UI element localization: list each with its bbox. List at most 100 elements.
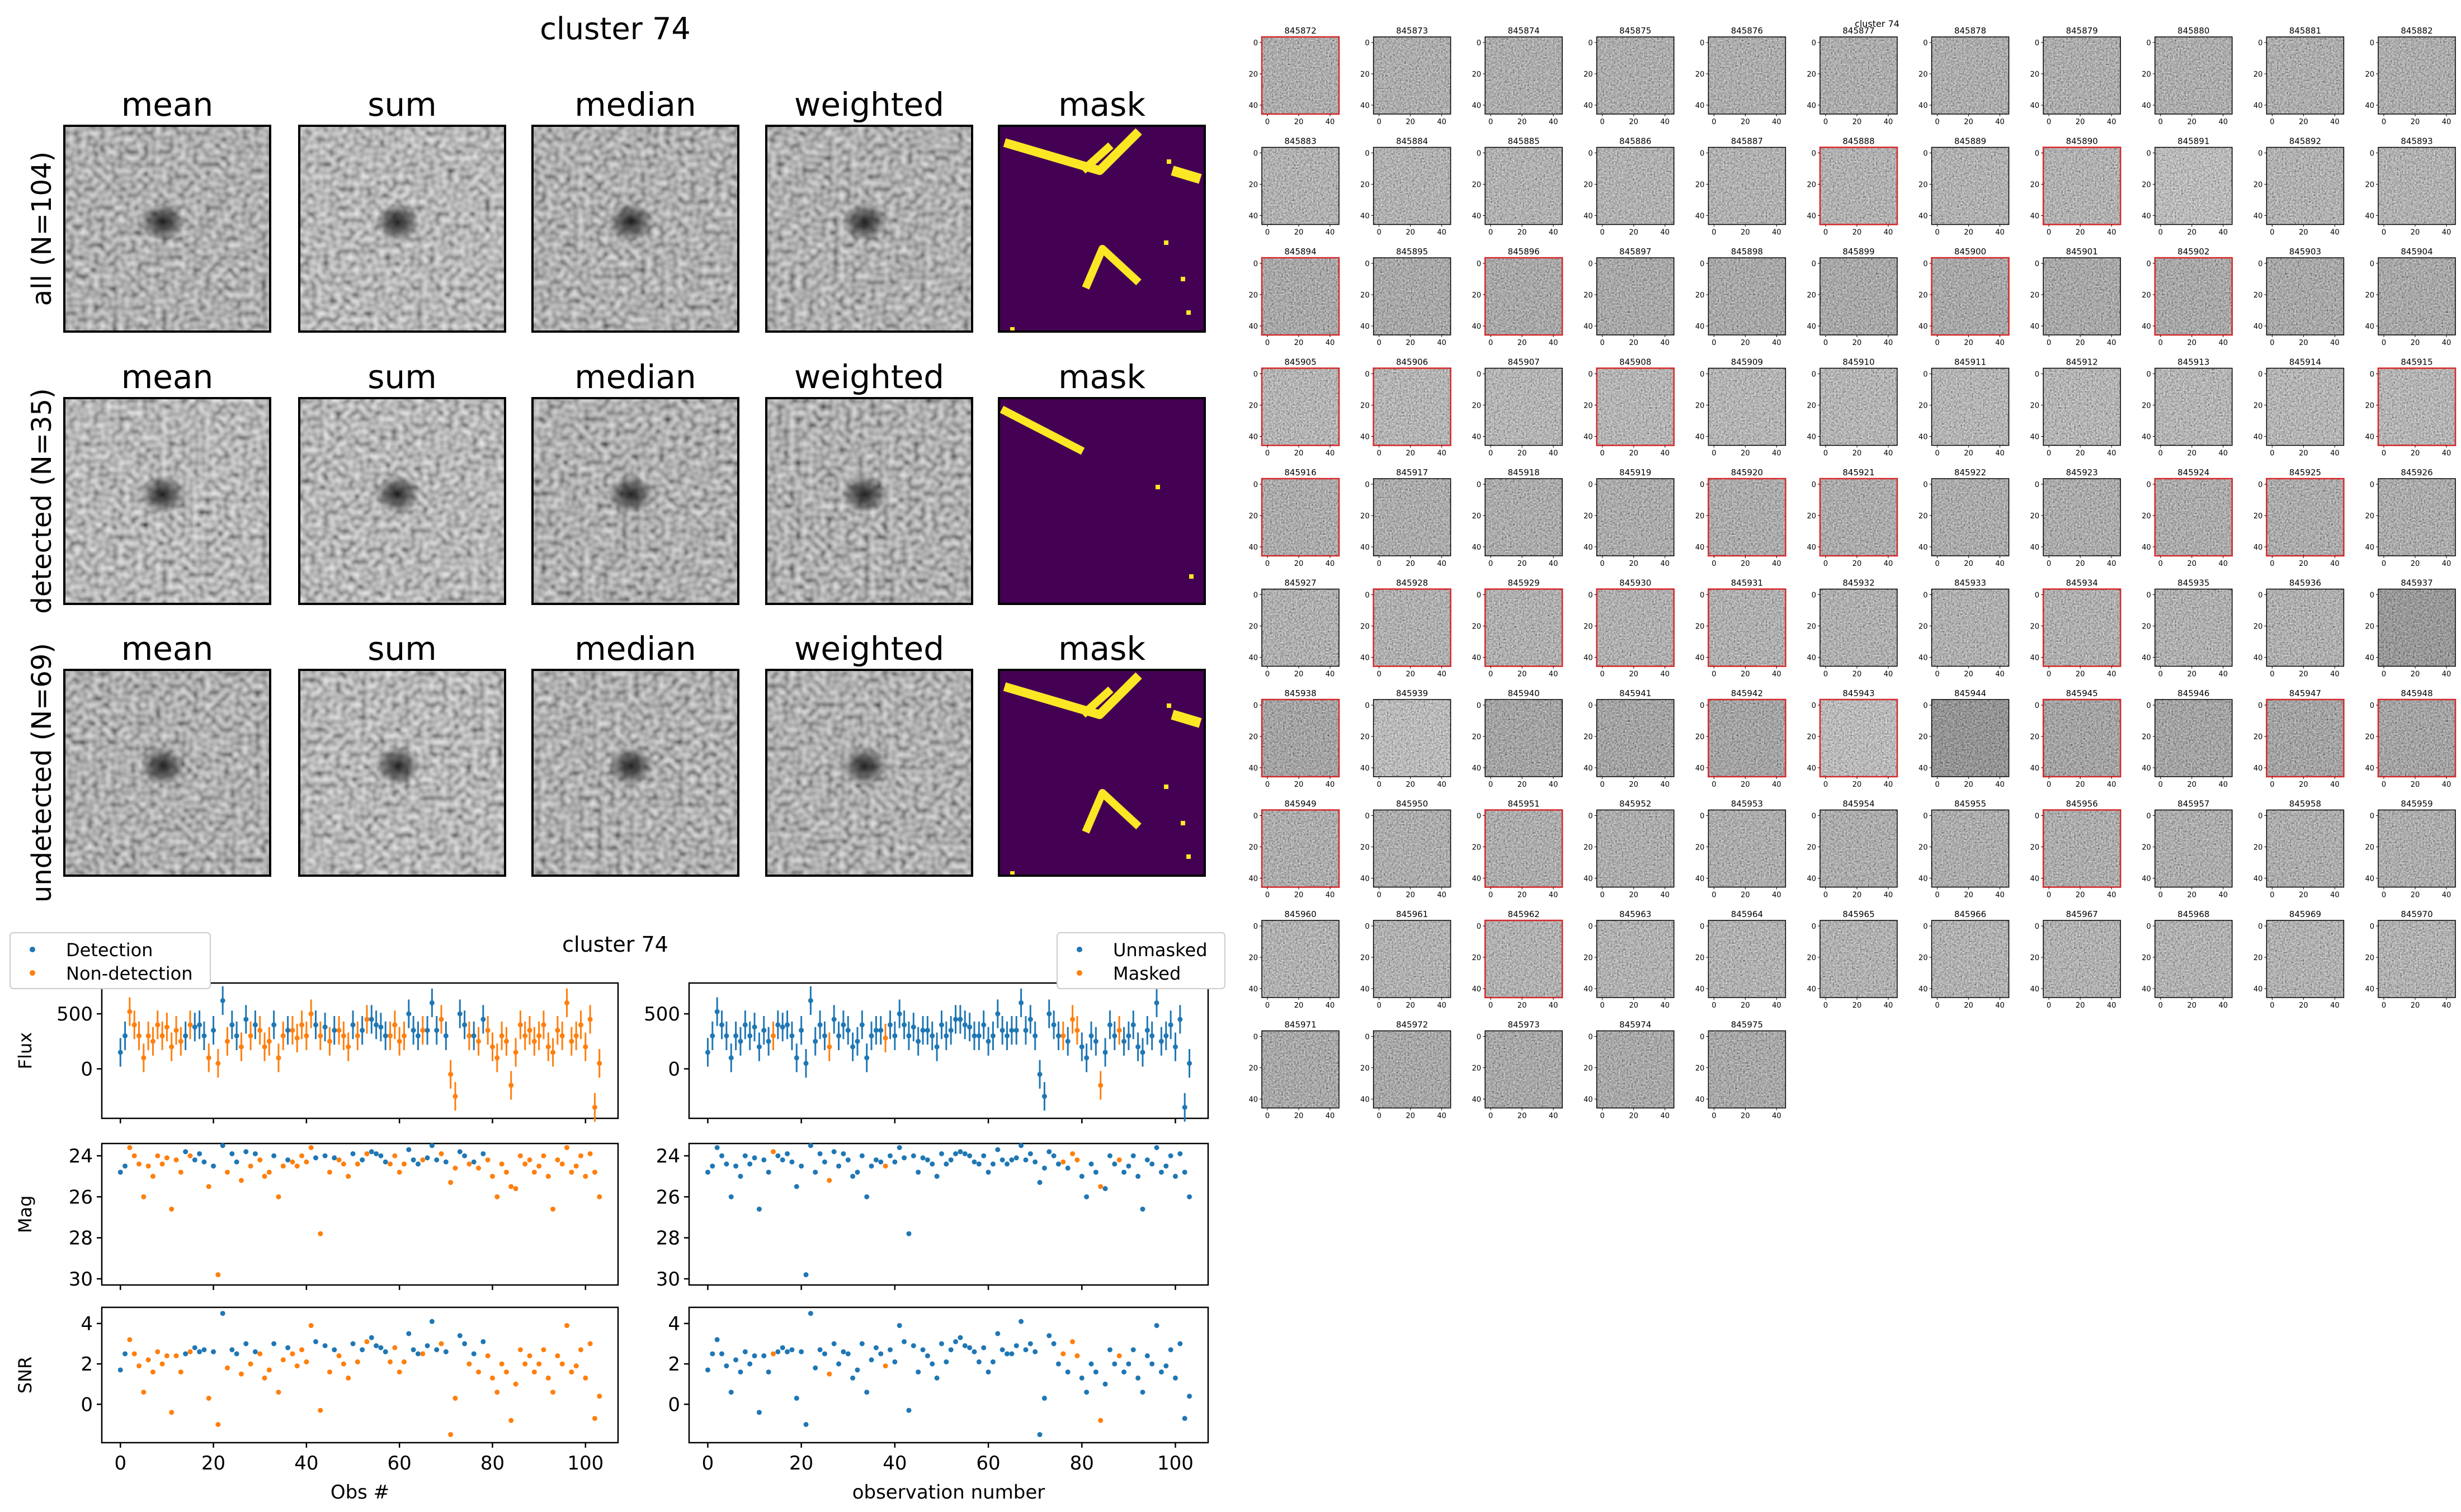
cutout-noise — [2043, 479, 2121, 556]
cutout-x-tick-label: 0 — [2270, 560, 2274, 568]
cutout-id: 845877 — [1842, 26, 1874, 36]
cutout-y-tick-label: 40 — [2253, 323, 2263, 331]
cutout-frame — [1484, 809, 1563, 888]
cutout-y-tick-label: 40 — [1807, 323, 1816, 331]
cutout-y-tick-label: 20 — [1807, 623, 1816, 631]
cutout-noise — [1708, 368, 1786, 446]
cutout-y-tick-label: 20 — [1918, 181, 1928, 190]
data-point — [545, 1375, 551, 1381]
stack-image-frame — [765, 125, 973, 333]
data-point — [1019, 1000, 1024, 1005]
legend-marker — [30, 970, 35, 976]
data-point — [1055, 1161, 1061, 1167]
cutout-id: 845957 — [2177, 799, 2209, 809]
cutout-x-tick-label: 40 — [1884, 229, 1893, 237]
cutout-id: 845955 — [1954, 799, 1986, 809]
stack-image-frame — [63, 669, 271, 877]
data-point — [878, 1159, 884, 1165]
cutout-x-tick-label: 0 — [1823, 1001, 1828, 1010]
cutout-x-tick-label: 20 — [1517, 560, 1527, 568]
cutout-y-tick-label: 40 — [1583, 433, 1593, 442]
cutout-id: 845958 — [2289, 799, 2321, 809]
cutout-x-tick-label: 20 — [2411, 229, 2420, 237]
cutout-x-tick-label: 20 — [1741, 118, 1750, 126]
mask-streak — [1171, 166, 1202, 184]
column-title: median — [574, 358, 696, 396]
data-point — [925, 1353, 930, 1359]
data-point — [887, 1022, 893, 1028]
cutout-frame — [1373, 257, 1451, 336]
cutout-y-tick-label: 20 — [2365, 954, 2374, 962]
data-point — [785, 1151, 790, 1156]
data-point — [215, 1272, 221, 1278]
data-point — [1168, 1347, 1173, 1353]
cutout-id: 845907 — [1508, 357, 1540, 367]
data-point — [476, 1038, 482, 1044]
cutout-y-tick-label: 20 — [1807, 402, 1816, 410]
data-point — [962, 1343, 968, 1349]
cutout-y-tick-label: 20 — [1918, 291, 1928, 300]
data-point — [332, 1155, 337, 1161]
cutout-noise — [1596, 810, 1674, 887]
cutout-x-tick-label: 20 — [1852, 781, 1862, 789]
cutout-y-tick-label: 40 — [1583, 102, 1593, 110]
data-point — [775, 1153, 781, 1159]
data-point — [1055, 1361, 1061, 1367]
x-tick-label: 80 — [1070, 1452, 1094, 1475]
cutout-y-tick-label: 0 — [1812, 481, 1816, 489]
cutout-id: 845917 — [1396, 467, 1428, 478]
data-point — [962, 1151, 968, 1156]
data-point — [257, 1351, 263, 1357]
data-point — [443, 1349, 449, 1354]
data-point — [350, 1341, 356, 1346]
y-tick-label: 0 — [668, 1058, 680, 1080]
cutout-x-tick-label: 0 — [1935, 118, 1939, 126]
data-point — [794, 1396, 799, 1401]
data-point — [836, 1033, 842, 1038]
cutout-frame — [2378, 257, 2456, 336]
cutout-frame — [1596, 367, 1675, 446]
cutout-x-tick-label: 0 — [1376, 229, 1381, 237]
cutout-id: 845954 — [1842, 799, 1874, 809]
cutout-x-tick-label: 40 — [2442, 450, 2451, 458]
cutout-y-tick-label: 40 — [1918, 654, 1928, 663]
cutout-y-tick-label: 20 — [2030, 70, 2040, 79]
cutout-y-tick-label: 40 — [1695, 544, 1705, 552]
data-point — [466, 1361, 472, 1367]
cutout-x-tick-label: 0 — [2382, 781, 2386, 789]
data-point — [136, 1033, 142, 1038]
cutout-x-tick-label: 20 — [2299, 560, 2308, 568]
cutout-x-tick-label: 0 — [1488, 229, 1493, 237]
cutout-x-tick-label: 40 — [2219, 450, 2228, 458]
cutout-x-tick-label: 20 — [1517, 229, 1527, 237]
cutout-y-tick-label: 20 — [2142, 954, 2151, 962]
data-point — [1144, 1157, 1150, 1163]
cutout-y-tick-label: 20 — [2365, 291, 2374, 300]
y-tick-label: 0 — [668, 1393, 680, 1416]
cutout-y-tick-label: 40 — [1360, 875, 1370, 883]
cutout-y-tick-label: 40 — [1695, 654, 1705, 663]
cutout-x-tick-label: 20 — [1517, 339, 1527, 347]
cutout-y-tick-label: 40 — [1472, 212, 1482, 221]
cutout-x-tick-label: 0 — [2382, 1001, 2386, 1010]
cutout-noise — [2266, 810, 2344, 887]
data-point — [906, 1033, 912, 1038]
data-point — [597, 1194, 602, 1199]
cutout-x-tick-label: 40 — [1884, 118, 1893, 126]
data-point — [930, 1033, 935, 1038]
cutout-noise — [2378, 479, 2455, 556]
cutout-x-tick-label: 20 — [2299, 1001, 2308, 1010]
data-point — [953, 1151, 959, 1156]
stack-image-frame — [531, 397, 739, 605]
data-point — [953, 1017, 959, 1022]
cutout-y-tick-label: 20 — [1472, 1065, 1482, 1073]
data-point — [1107, 1347, 1112, 1353]
data-point — [897, 1145, 902, 1150]
cutout-frame — [2154, 699, 2233, 777]
cutout-y-tick-label: 20 — [1583, 512, 1593, 521]
data-point — [841, 1151, 846, 1156]
cutout-id: 845940 — [1508, 688, 1540, 698]
data-point — [122, 1033, 128, 1038]
data-point — [462, 1341, 468, 1346]
